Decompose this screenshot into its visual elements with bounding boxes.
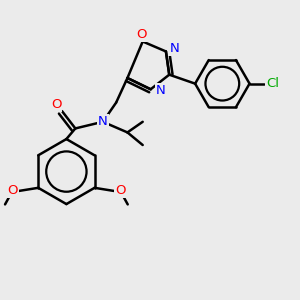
Text: O: O [136, 28, 146, 41]
Text: O: O [8, 184, 18, 196]
Text: O: O [115, 184, 125, 196]
Text: N: N [98, 115, 108, 128]
Text: Cl: Cl [266, 77, 279, 90]
Text: N: N [169, 42, 179, 55]
Text: N: N [156, 84, 166, 98]
Text: O: O [51, 98, 62, 111]
